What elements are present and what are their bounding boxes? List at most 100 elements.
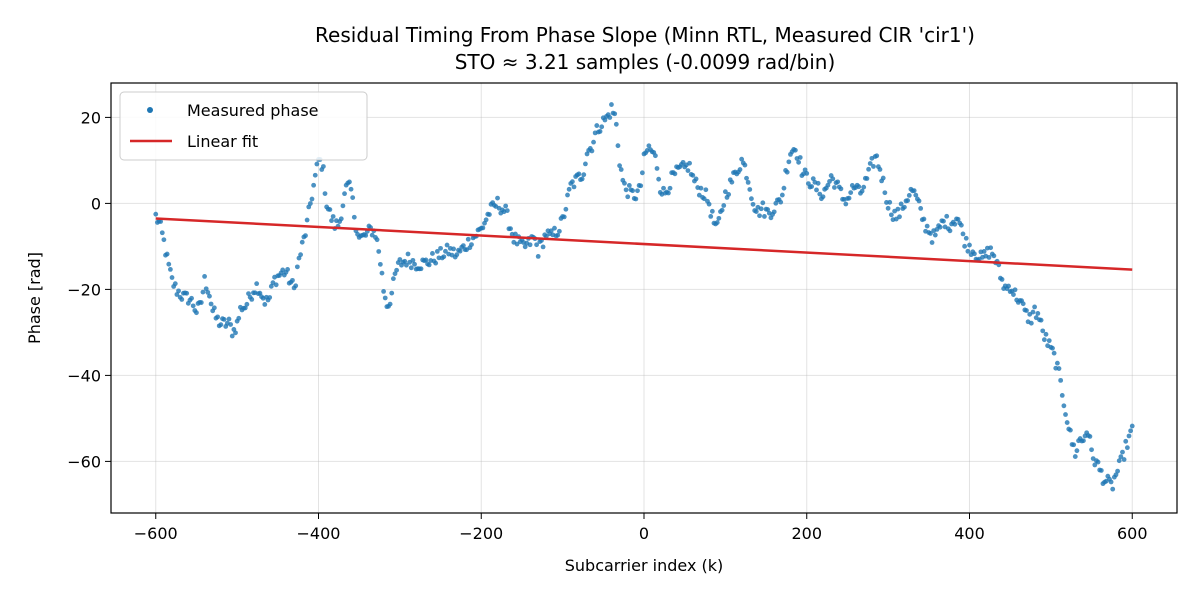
measured-phase-point xyxy=(897,214,902,220)
measured-phase-point xyxy=(552,225,557,231)
measured-phase-point xyxy=(1123,438,1129,444)
measured-phase-point xyxy=(792,147,798,153)
measured-phase-point xyxy=(348,186,354,192)
measured-phase-point xyxy=(1043,331,1049,337)
measured-phase-point xyxy=(918,206,924,211)
measured-phase-point xyxy=(898,201,904,207)
measured-phase-point xyxy=(722,189,728,195)
measured-phase-point xyxy=(810,176,816,182)
measured-phase-point xyxy=(796,159,802,165)
measured-phase-point xyxy=(871,164,876,169)
x-axis-label: Subcarrier index (k) xyxy=(565,556,724,575)
measured-phase-point xyxy=(613,121,619,127)
measured-phase-point xyxy=(656,176,662,182)
measured-phase-point xyxy=(838,186,844,192)
measured-phase-point xyxy=(236,315,242,321)
measured-phase-point xyxy=(955,216,961,222)
measured-phase-point xyxy=(825,182,831,188)
measured-phase-point xyxy=(739,156,745,162)
measured-phase-point xyxy=(867,161,873,166)
measured-phase-point xyxy=(877,167,883,172)
measured-phase-point xyxy=(784,169,790,175)
measured-phase-point xyxy=(623,187,629,193)
x-axis-ticks: −600 −400 −200 0 200 400 600 xyxy=(134,513,1148,543)
measured-phase-point xyxy=(667,185,673,191)
measured-phase-point xyxy=(304,217,310,223)
measured-phase-point xyxy=(916,198,922,204)
measured-phase-point xyxy=(747,187,753,192)
measured-phase-point xyxy=(294,264,300,270)
measured-phase-point xyxy=(693,176,699,182)
measured-phase-point xyxy=(426,262,432,268)
measured-phase-point xyxy=(599,124,605,130)
measured-phase-point xyxy=(814,187,819,193)
measured-phase-point xyxy=(161,237,167,243)
legend-marker-measured xyxy=(147,107,153,113)
measured-phase-point xyxy=(267,295,273,300)
measured-phase-point xyxy=(1064,420,1070,425)
measured-phase-point xyxy=(661,185,666,191)
measured-phase-point xyxy=(960,231,966,237)
legend-label-measured: Measured phase xyxy=(187,101,319,120)
measured-phase-point xyxy=(1098,468,1104,473)
measured-phase-point xyxy=(888,212,894,218)
measured-phase-point xyxy=(698,185,704,191)
measured-phase-point xyxy=(522,244,528,250)
measured-phase-point xyxy=(402,258,408,264)
measured-phase-point xyxy=(503,203,509,209)
measured-phase-point xyxy=(254,281,260,287)
measured-phase-point xyxy=(583,161,588,167)
measured-phase-point xyxy=(1121,457,1127,462)
measured-phase-point xyxy=(460,243,466,248)
measured-phase-point xyxy=(924,223,930,229)
y-tick-label: −40 xyxy=(67,366,101,385)
measured-phase-point xyxy=(1129,423,1135,429)
measured-phase-point xyxy=(709,208,715,214)
measured-phase-point xyxy=(742,162,748,168)
measured-phase-point xyxy=(941,218,946,224)
measured-phase-point xyxy=(654,166,660,171)
measured-phase-point xyxy=(540,244,546,250)
measured-phase-point xyxy=(830,176,836,182)
measured-phase-point xyxy=(846,195,852,201)
measured-phase-point xyxy=(714,220,720,225)
measured-phase-point xyxy=(638,183,644,189)
measured-phase-point xyxy=(434,249,440,254)
measured-phase-point xyxy=(602,117,608,123)
measured-phase-point xyxy=(963,235,969,241)
measured-phase-point xyxy=(885,205,891,211)
linear-fit-layer xyxy=(155,217,1133,271)
measured-phase-point xyxy=(848,190,854,196)
measured-phase-point xyxy=(534,242,539,248)
measured-phase-point xyxy=(708,214,714,219)
measured-phase-point xyxy=(205,289,211,295)
measured-phase-point xyxy=(911,188,917,194)
measured-phase-point xyxy=(786,159,792,165)
measured-phase-point xyxy=(986,255,992,260)
measured-phase-point xyxy=(690,172,696,178)
measured-phase-point xyxy=(749,196,754,202)
measured-phase-point xyxy=(760,200,766,206)
measured-phase-point xyxy=(609,102,614,107)
measured-phase-point xyxy=(843,201,849,207)
measured-phase-point xyxy=(298,252,303,258)
measured-phase-point xyxy=(721,203,727,208)
measured-phase-point xyxy=(1046,338,1052,344)
y-tick-label: 0 xyxy=(91,194,101,213)
measured-phase-point xyxy=(215,314,221,320)
measured-phase-point xyxy=(444,242,450,248)
measured-phase-point xyxy=(561,214,567,220)
measured-phase-point xyxy=(312,172,318,178)
measured-phase-point xyxy=(706,201,712,207)
measured-phase-point xyxy=(765,207,771,212)
measured-phase-point xyxy=(779,192,785,198)
measured-phase-point xyxy=(633,196,639,202)
measured-phase-point xyxy=(804,171,810,176)
measured-phase-point xyxy=(1056,366,1062,371)
measured-phase-point xyxy=(967,242,972,248)
measured-phase-point xyxy=(947,228,953,234)
measured-phase-point xyxy=(273,282,279,288)
legend-label-fit: Linear fit xyxy=(187,132,258,151)
measured-phase-point xyxy=(1059,393,1065,398)
measured-phase-point xyxy=(815,180,821,186)
